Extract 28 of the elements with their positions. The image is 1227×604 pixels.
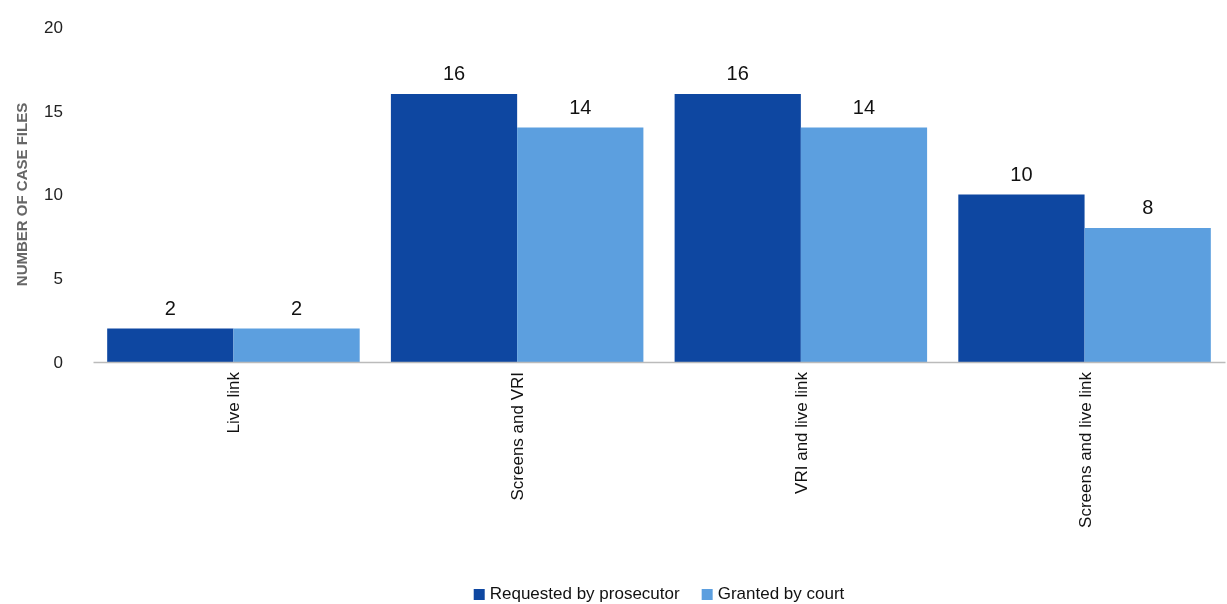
bar (958, 194, 1085, 362)
bar (517, 127, 644, 362)
legend-label: Granted by court (717, 584, 845, 603)
bar (390, 94, 518, 362)
data-label: 16 (442, 62, 466, 84)
bar (800, 127, 928, 362)
data-label: 2 (291, 296, 303, 319)
y-tick-label: 10 (44, 185, 63, 205)
x-tick-label: Live link (224, 371, 244, 434)
y-tick-label: 20 (44, 17, 63, 37)
data-label: 14 (569, 95, 592, 118)
x-tick-label: Screens and live link (1075, 371, 1095, 528)
y-axis-title: NUMBER OF CASE FILES (13, 102, 30, 287)
data-label: 10 (1010, 162, 1033, 185)
data-label: 14 (852, 95, 876, 118)
x-tick-label: Screens and VRI (508, 372, 528, 501)
bar (233, 328, 360, 362)
data-label: 16 (726, 62, 749, 84)
data-label: 2 (164, 296, 176, 319)
bar (674, 94, 801, 362)
bar (1084, 228, 1211, 362)
x-tick-label: VRI and live link (791, 371, 811, 494)
y-tick-label: 0 (53, 352, 63, 372)
y-tick-label: 15 (44, 101, 63, 121)
y-tick-label: 5 (53, 269, 63, 289)
bar (107, 328, 234, 362)
data-label: 8 (1142, 196, 1154, 218)
legend-label: Requested by prosecutor (489, 584, 680, 603)
